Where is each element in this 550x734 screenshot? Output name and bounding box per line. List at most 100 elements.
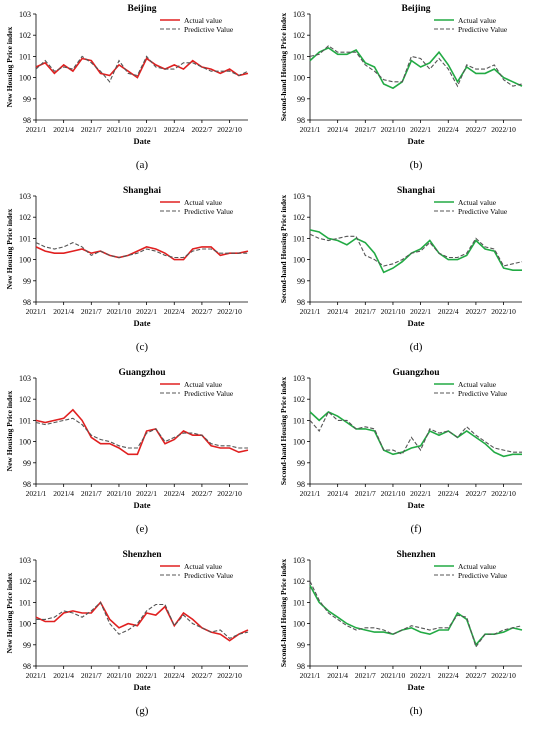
x-tick-label: 2022/7: [465, 307, 486, 316]
x-tick-label: 2022/10: [217, 125, 242, 134]
legend-entry: Actual value: [184, 380, 223, 389]
y-axis-label: New Housing Price index: [5, 208, 14, 289]
y-tick-label: 103: [19, 10, 31, 19]
y-tick-label: 98: [297, 298, 305, 307]
x-tick-label: 2022/7: [191, 125, 212, 134]
chart-title: Beijing: [127, 4, 156, 14]
x-tick-label: 2022/4: [438, 671, 459, 680]
x-tick-label: 2022/1: [136, 671, 157, 680]
x-tick-label: 2021/1: [26, 671, 47, 680]
x-tick-label: 2021/10: [107, 489, 132, 498]
y-tick-label: 98: [23, 480, 31, 489]
y-tick-label: 102: [19, 213, 31, 222]
y-tick-label: 100: [293, 74, 305, 83]
x-tick-label: 2021/7: [355, 307, 376, 316]
x-tick-label: 2022/10: [217, 489, 242, 498]
y-tick-label: 101: [293, 598, 305, 607]
y-tick-label: 102: [293, 213, 305, 222]
y-axis-label: Second-hand Housing Price index: [279, 559, 288, 667]
x-tick-label: 2022/7: [191, 307, 212, 316]
y-tick-label: 100: [293, 256, 305, 265]
x-tick-label: 2022/7: [191, 671, 212, 680]
y-tick-label: 103: [19, 556, 31, 565]
x-tick-label: 2021/7: [81, 671, 102, 680]
x-tick-label: 2021/4: [53, 489, 74, 498]
legend-entry: Predictive Value: [458, 389, 508, 398]
legend-entry: Predictive Value: [458, 25, 508, 34]
x-axis-label: Date: [408, 500, 425, 510]
predictive-value-line: [309, 580, 523, 649]
panel-label: (d): [410, 341, 423, 353]
actual-value-line: [35, 246, 249, 261]
x-tick-label: 2022/1: [410, 671, 431, 680]
chart-panel-5: Guangzhou 98 99 100 101 102 103 2021/1 2021/4 202…: [5, 368, 249, 535]
panel-label: (b): [410, 159, 423, 171]
x-tick-label: 2022/1: [410, 307, 431, 316]
actual-value-line: [309, 410, 522, 458]
chart-title: Shenzhen: [396, 550, 436, 560]
y-axis-label: New Housing Price index: [5, 26, 14, 107]
y-tick-label: 103: [293, 192, 305, 201]
legend-entry: Actual value: [458, 562, 497, 571]
legend-entry: Actual value: [184, 16, 223, 25]
x-tick-label: 2021/10: [381, 125, 406, 134]
x-axis-label: Date: [134, 136, 151, 146]
actual-value-line: [35, 57, 249, 79]
x-tick-label: 2021/7: [355, 489, 376, 498]
x-axis-label: Date: [134, 500, 151, 510]
y-tick-label: 102: [19, 395, 31, 404]
y-tick-label: 101: [19, 234, 31, 243]
panel-label: (c): [136, 341, 149, 353]
chart-title: Shanghai: [123, 186, 161, 196]
panel-label: (a): [136, 159, 149, 171]
y-tick-label: 101: [293, 416, 305, 425]
x-tick-label: 2021/4: [53, 307, 74, 316]
chart-panel-7: Shenzhen 98 99 100 101 102 103 2021/1 2021/4 2021…: [5, 550, 249, 717]
y-tick-label: 101: [19, 52, 31, 61]
y-tick-label: 102: [19, 31, 31, 40]
x-tick-label: 2021/1: [300, 125, 321, 134]
panel-label: (h): [410, 705, 423, 717]
x-axis-label: Date: [134, 318, 151, 328]
y-tick-label: 103: [293, 556, 305, 565]
y-tick-label: 98: [297, 662, 305, 671]
x-tick-label: 2021/10: [107, 125, 132, 134]
x-tick-label: 2021/4: [327, 307, 348, 316]
y-tick-label: 102: [19, 577, 31, 586]
chart-title: Guangzhou: [393, 368, 441, 378]
y-tick-label: 99: [23, 95, 31, 104]
y-tick-label: 103: [19, 192, 31, 201]
y-tick-label: 99: [297, 95, 305, 104]
y-tick-label: 100: [19, 74, 31, 83]
x-tick-label: 2021/1: [300, 307, 321, 316]
chart-panel-6: Guangzhou 98 99 100 101 102 103 2021/1 2021/4 202…: [279, 368, 522, 535]
y-tick-label: 102: [293, 395, 305, 404]
legend-entry: Predictive Value: [458, 571, 508, 580]
x-tick-label: 2022/7: [191, 489, 212, 498]
predictive-value-line: [35, 55, 249, 83]
x-axis-label: Date: [408, 318, 425, 328]
x-tick-label: 2021/10: [381, 671, 406, 680]
x-tick-label: 2022/4: [164, 125, 185, 134]
y-axis-label: New Housing Price index: [5, 572, 14, 653]
y-tick-label: 98: [297, 116, 305, 125]
legend-entry: Predictive Value: [184, 389, 234, 398]
legend-entry: Actual value: [458, 16, 497, 25]
y-tick-label: 99: [23, 641, 31, 650]
y-tick-label: 99: [23, 459, 31, 468]
chart-panel-2: Beijing 98 99 100 101 102 103 2021/1 2021/4 2021/…: [279, 4, 523, 171]
predictive-value-line: [309, 233, 523, 267]
y-tick-label: 103: [293, 374, 305, 383]
actual-value-line: [35, 601, 249, 642]
y-tick-label: 101: [19, 416, 31, 425]
x-tick-label: 2021/10: [107, 307, 132, 316]
x-tick-label: 2022/10: [491, 671, 516, 680]
chart-title: Shanghai: [397, 186, 435, 196]
x-tick-label: 2021/7: [355, 125, 376, 134]
x-axis-label: Date: [134, 682, 151, 692]
legend-entry: Predictive Value: [458, 207, 508, 216]
x-tick-label: 2021/1: [300, 671, 321, 680]
predictive-value-line: [35, 417, 248, 449]
x-tick-label: 2021/4: [327, 489, 348, 498]
x-tick-label: 2022/10: [491, 307, 516, 316]
